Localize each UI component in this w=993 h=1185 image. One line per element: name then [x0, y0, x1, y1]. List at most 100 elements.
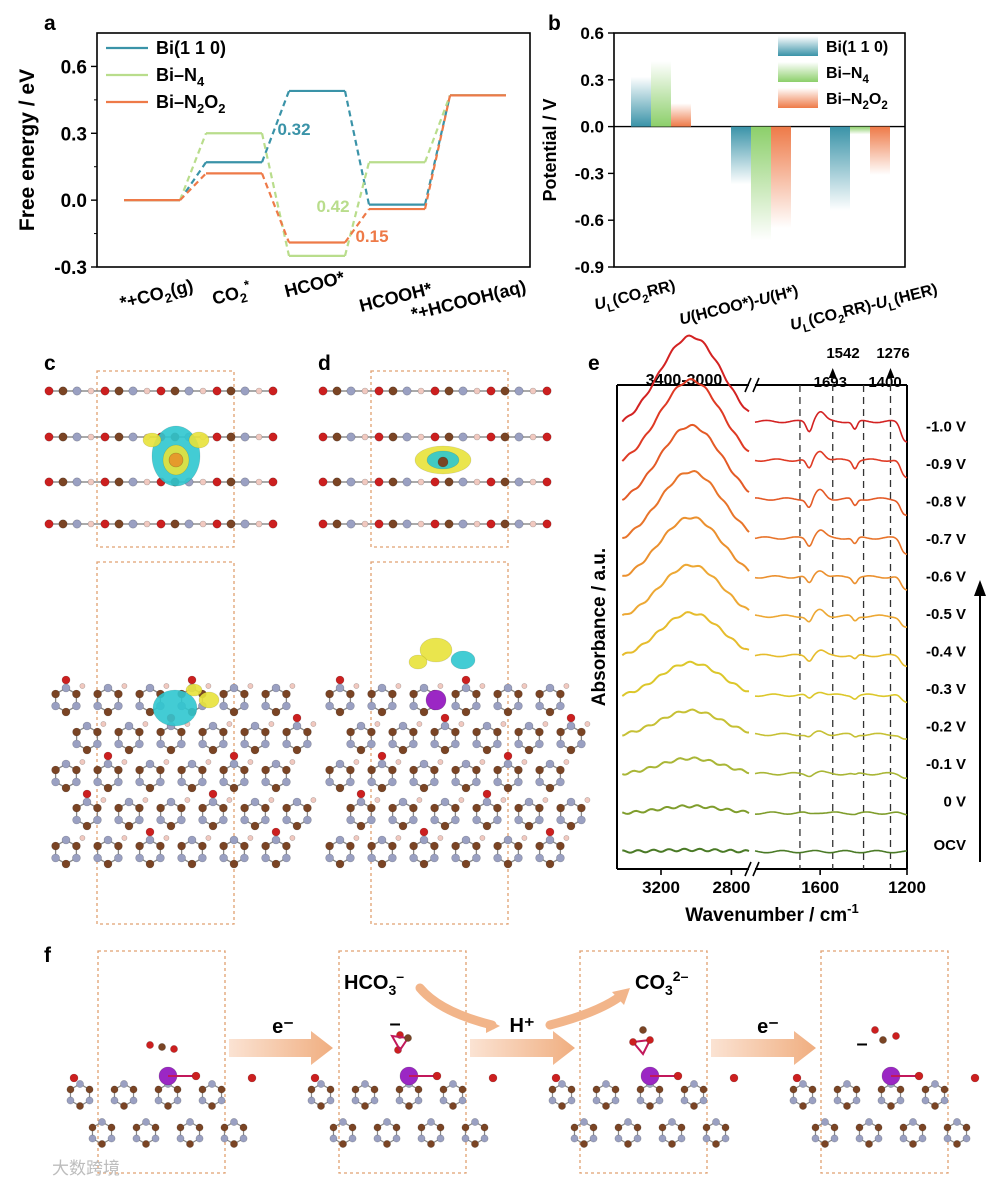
electron-label: e⁻ [272, 1016, 294, 1038]
ring-atom [219, 727, 228, 737]
ring-atom [195, 1134, 204, 1143]
spectrum-right--0.6 V [754, 570, 908, 591]
potential-bar-chart: -0.9 -0.6 -0.3 0.0 0.3 0.6 Potential / V UL(CO2… [540, 24, 939, 335]
hydrogen-atom [79, 835, 86, 841]
ring-atom [219, 815, 228, 825]
ring-atom [921, 1085, 930, 1094]
ring-atom [107, 1134, 116, 1143]
ring-atom [356, 721, 366, 731]
barrier-annotation: 0.42 [316, 197, 349, 216]
panel-label-b: b [548, 12, 561, 35]
y-tick-label: 0.6 [61, 57, 87, 78]
ring-atom [430, 777, 439, 787]
ring-atom [821, 1140, 829, 1148]
ring-atom [177, 765, 186, 775]
charge-density-bi-n4 [44, 370, 317, 925]
hydrogen-atom [395, 759, 402, 765]
ring-atom [51, 841, 60, 851]
layer-atom [388, 519, 398, 529]
ring-atom [503, 835, 513, 845]
ring-atom [405, 1102, 413, 1110]
ring-atom [602, 1080, 610, 1088]
hydrogen-atom [374, 721, 381, 727]
ring-atom [195, 1123, 204, 1132]
proton-label: H⁺ [510, 1015, 535, 1037]
ring-atom [566, 721, 576, 731]
ring-atom [135, 689, 144, 699]
ring-atom [346, 701, 355, 711]
y-tick-label: -0.3 [54, 258, 87, 279]
ring-atom [103, 707, 113, 717]
ring-atom [721, 1134, 730, 1143]
ring-atom [388, 777, 397, 787]
transition-line [178, 132, 208, 201]
ring-atom [677, 1123, 686, 1132]
x-tick-label: 2800 [712, 878, 750, 897]
ring-atom [198, 1096, 207, 1105]
ring-atom [398, 721, 408, 731]
ring-atom [346, 803, 355, 813]
ring-atom [461, 707, 471, 717]
ring-atom [335, 859, 345, 869]
reference-arrow [828, 368, 837, 378]
ring-atom [229, 859, 239, 869]
ring-atom [940, 1085, 949, 1094]
ring-atom [855, 1134, 864, 1143]
spectrum-left--0.7 V [622, 469, 750, 539]
ring-atom [493, 815, 502, 825]
ring-atom [114, 727, 123, 737]
ring-atom [103, 783, 113, 793]
ring-atom [592, 1085, 601, 1094]
x-category-label: UL(CO2RR) [593, 277, 678, 317]
ring-atom [351, 1085, 360, 1094]
bi-atom [168, 452, 184, 468]
ring-atom [135, 739, 144, 749]
carbonate-bonds [390, 1034, 410, 1052]
ring-atom [82, 797, 92, 807]
mechanism-cell [820, 950, 949, 1174]
hydrogen-atom [142, 797, 149, 803]
ring-atom [953, 1140, 961, 1148]
ring-atom [346, 739, 355, 749]
ring-atom [577, 739, 586, 749]
y-tick-label: 0.0 [580, 118, 604, 137]
layer-atom [268, 519, 278, 529]
ring-atom [164, 1102, 172, 1110]
layer-atom [114, 519, 124, 529]
oxygen-atom [970, 1073, 980, 1083]
layer-atom [255, 478, 263, 486]
band-label: 3400-3000 [646, 372, 723, 389]
reaction-arrow [229, 1031, 333, 1065]
ring-atom [514, 739, 523, 749]
oxygen-atom [461, 675, 471, 685]
ring-atom [303, 727, 312, 737]
layer-atom [44, 477, 54, 487]
charge-depletion [450, 650, 476, 670]
hydrogen-atom [563, 835, 570, 841]
ring-atom [931, 1102, 939, 1110]
ring-atom [356, 797, 366, 807]
ring-atom [896, 1096, 905, 1105]
ring-atom [307, 1085, 316, 1094]
oxygen-atom [871, 1026, 879, 1034]
ring-atom [339, 1118, 347, 1126]
ring-atom [493, 803, 502, 813]
layer-atom [529, 433, 537, 441]
layer-atom [114, 432, 124, 442]
x-category-label: CO2* [209, 277, 255, 313]
layer-atom [170, 519, 180, 529]
ring-atom [156, 777, 165, 787]
ring-atom [173, 1096, 182, 1105]
ring-atom [156, 739, 165, 749]
y-tick-label: 0.6 [580, 24, 604, 43]
ring-atom [514, 815, 523, 825]
ring-atom [72, 803, 81, 813]
reference-label: 1400 [868, 374, 901, 391]
oxygen-atom [545, 827, 555, 837]
oxygen-atom [488, 1073, 498, 1083]
ring-atom [66, 1096, 75, 1105]
ring-atom [556, 841, 565, 851]
layer-atom [226, 477, 236, 487]
charge-sign: – [389, 1013, 400, 1035]
ring-atom [419, 859, 429, 869]
